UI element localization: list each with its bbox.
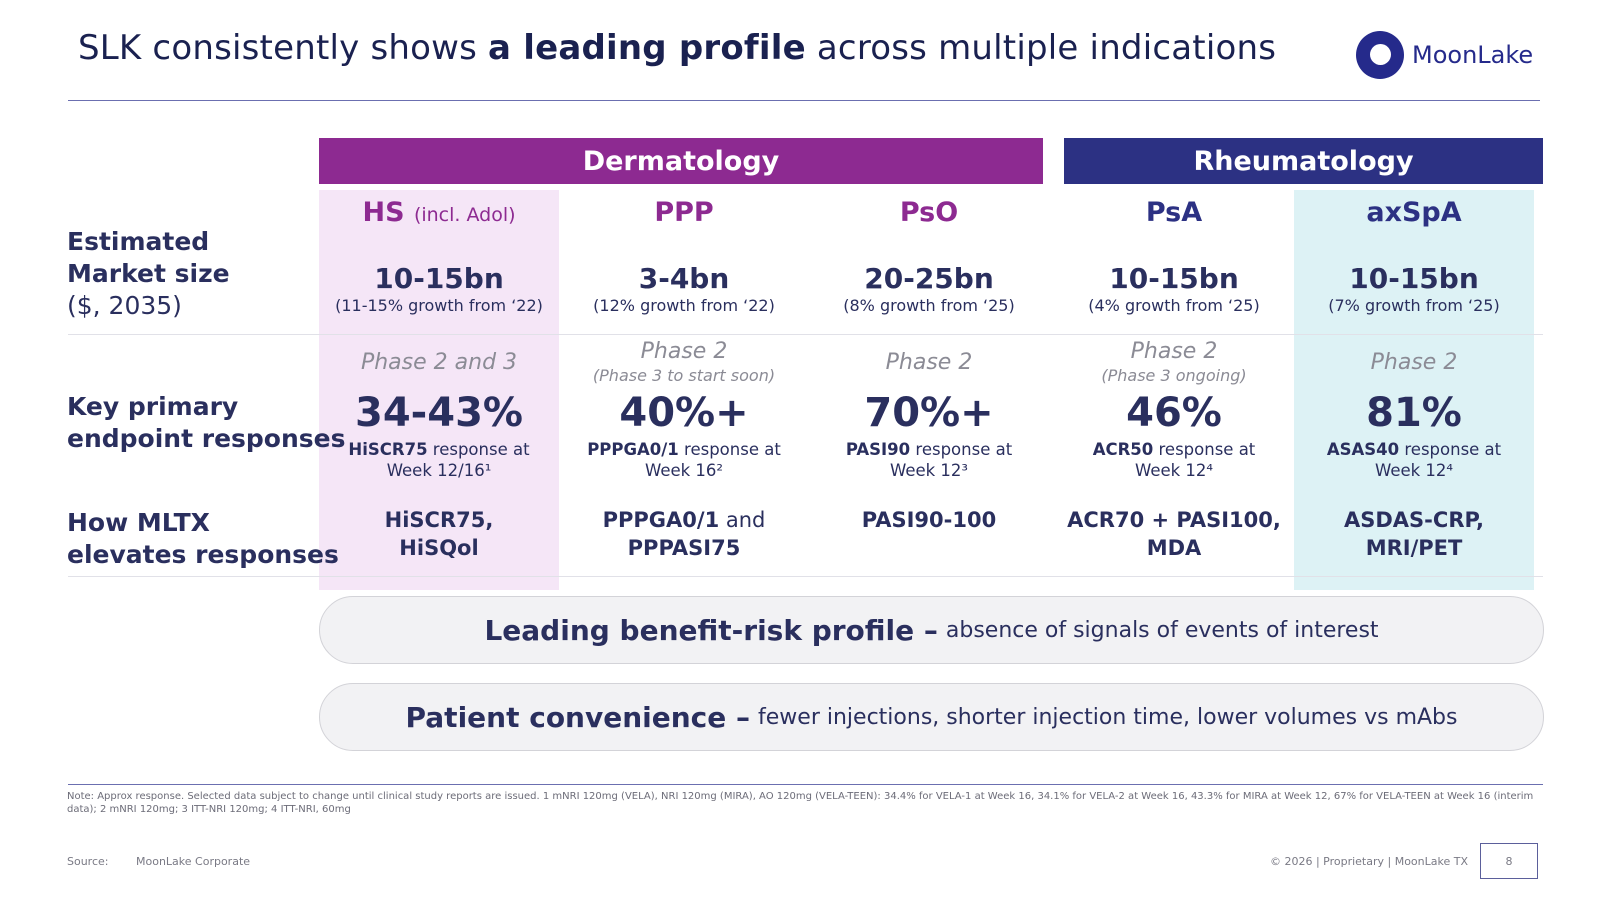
response-description: PPPGA0/1 response at Week 16² [587,440,781,480]
moonlake-logo-icon [1356,31,1404,79]
moonlake-logo: MoonLake [1356,30,1533,80]
page-number: 8 [1480,843,1538,879]
response-description: PASI90 response at Week 12³ [845,440,1013,480]
patient-convenience-banner: Patient convenience – fewer injections, s… [319,683,1544,751]
response-description: HiSCR75 response at Week 12/16¹ [348,440,530,480]
market-growth: (12% growth from ‘22) [593,296,775,315]
trial-phase: Phase 2 and 3 [360,350,518,375]
indication-hs: HS (incl. Adol) [362,197,516,228]
market-size-value: 10-15bn [1109,262,1239,295]
benefit-risk-banner: Leading benefit-risk profile – absence of… [319,596,1544,664]
rheumatology-header: Rheumatology [1064,138,1543,184]
response-value: 70%+ [864,390,994,436]
indication-ppp: PPP [654,197,714,228]
trial-phase-note: (Phase 3 ongoing) [1101,366,1247,385]
source-value: MoonLake Corporate [136,855,251,868]
market-size-value: 10-15bn [1349,262,1479,295]
axspa-column-highlight [1294,190,1534,590]
logo-text: MoonLake [1412,41,1534,69]
mltx-endpoints: HiSCR75, HiSQol [384,508,494,560]
mltx-endpoints: ASDAS-CRP, MRI/PET [1344,508,1484,560]
market-growth: (11-15% growth from ‘22) [335,296,543,315]
row-divider [68,576,1543,577]
slide-title: SLK consistently shows a leading profile… [78,28,1277,68]
footnote: Note: Approx response. Selected data sub… [67,791,1534,815]
trial-phase: Phase 2 [885,350,973,375]
market-growth: (7% growth from ‘25) [1328,296,1500,315]
mltx-endpoints: PASI90-100 [861,508,997,532]
indication-pso: PsO [899,197,959,228]
response-description: ASAS40 response at Week 12⁴ [1326,440,1502,480]
copyright: © 2026 | Proprietary | MoonLake TX [1269,855,1468,868]
indication-axspa: axSpA [1366,197,1462,228]
source-label: Source: [67,855,109,868]
trial-phase: Phase 2 [640,339,728,364]
trial-phase-note: (Phase 3 to start soon) [592,366,776,385]
market-size-value: 20-25bn [864,262,994,295]
market-growth: (4% growth from ‘25) [1088,296,1260,315]
mltx-endpoints: ACR70 + PASI100, MDA [1067,508,1281,560]
endpoint-row-label: Key primary endpoint responses [67,392,346,453]
mltx-endpoints: PPPGA0/1 and PPPASI75 [602,508,766,560]
market-size-value: 10-15bn [374,262,504,295]
indication-psa: PsA [1145,197,1203,228]
trial-phase: Phase 2 [1130,339,1218,364]
response-value: 81% [1366,390,1462,436]
market-growth: (8% growth from ‘25) [843,296,1015,315]
market-size-row-label: Estimated Market size ($, 2035) [67,227,230,320]
response-value: 34-43% [354,390,523,436]
how-mltx-row-label: How MLTX elevates responses [67,508,339,569]
hs-column-highlight [319,190,559,590]
title-divider [68,100,1540,101]
trial-phase: Phase 2 [1370,350,1458,375]
row-divider [68,334,1543,335]
response-value: 40%+ [619,390,749,436]
footer-divider [68,784,1543,785]
dermatology-header: Dermatology [319,138,1043,184]
response-description: ACR50 response at Week 12⁴ [1092,440,1256,480]
market-size-value: 3-4bn [638,262,730,295]
response-value: 46% [1126,390,1222,436]
